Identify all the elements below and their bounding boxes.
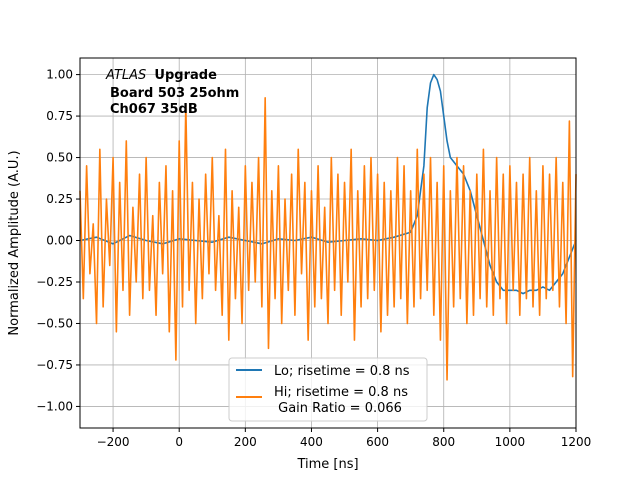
annotation-bold: Upgrade — [154, 68, 217, 83]
legend-box — [228, 357, 428, 422]
x-tick-label: 1000 — [495, 435, 526, 449]
y-tick-label: 0.50 — [46, 151, 73, 165]
y-tick-label: −0.75 — [36, 358, 73, 372]
x-tick-label: 600 — [366, 435, 389, 449]
y-tick-label: 0.00 — [46, 234, 73, 248]
atlas-annotation: ATLAS Upgrade Board 503 25ohm Ch067 35dB — [105, 68, 239, 117]
y-tick-label: 1.00 — [46, 68, 73, 82]
x-tick-label: 800 — [432, 435, 455, 449]
x-tick-label: −200 — [97, 435, 130, 449]
annotation-italic: ATLAS — [105, 68, 146, 83]
annotation-line-2: Board 503 25ohm — [110, 86, 239, 101]
legend-label-hi-line-1: Hi; risetime = 0.8 ns — [274, 385, 408, 400]
y-tick-label: −1.00 — [36, 399, 73, 413]
x-tick-label: 1200 — [561, 435, 592, 449]
y-tick-label: −0.25 — [36, 275, 73, 289]
y-axis-label: Normalized Amplitude (A.U.) — [7, 150, 22, 335]
svg-text:ATLAS Upgrade: ATLAS Upgrade — [105, 68, 217, 83]
x-tick-label: 0 — [175, 435, 183, 449]
series-lines — [79, 73, 577, 381]
x-axis-label: Time [ns] — [296, 457, 358, 472]
y-tick-label: 0.25 — [46, 192, 73, 206]
x-ticks: −200 0 200 400 600 800 1000 1200 — [97, 428, 592, 449]
annotation-line-3: Ch067 35dB — [110, 102, 198, 117]
legend-label-hi: Hi; risetime = 0.8 ns Gain Ratio = 0.066 — [274, 385, 437, 416]
legend-label-hi-line-2: Gain Ratio = 0.066 — [274, 401, 402, 416]
x-tick-label: 200 — [234, 435, 257, 449]
series-line-hi — [79, 97, 577, 381]
y-tick-label: 0.75 — [46, 109, 73, 123]
legend: Lo; risetime = 0.8 ns Hi; risetime = 0.8… — [228, 357, 437, 422]
x-tick-label: 400 — [300, 435, 323, 449]
legend-label-lo: Lo; risetime = 0.8 ns — [274, 364, 410, 379]
y-tick-label: −0.50 — [36, 316, 73, 330]
y-ticks: −1.00 −0.75 −0.50 −0.25 0.00 0.25 0.50 0.75 1.00 — [36, 68, 80, 413]
plot-frame — [79, 57, 577, 429]
